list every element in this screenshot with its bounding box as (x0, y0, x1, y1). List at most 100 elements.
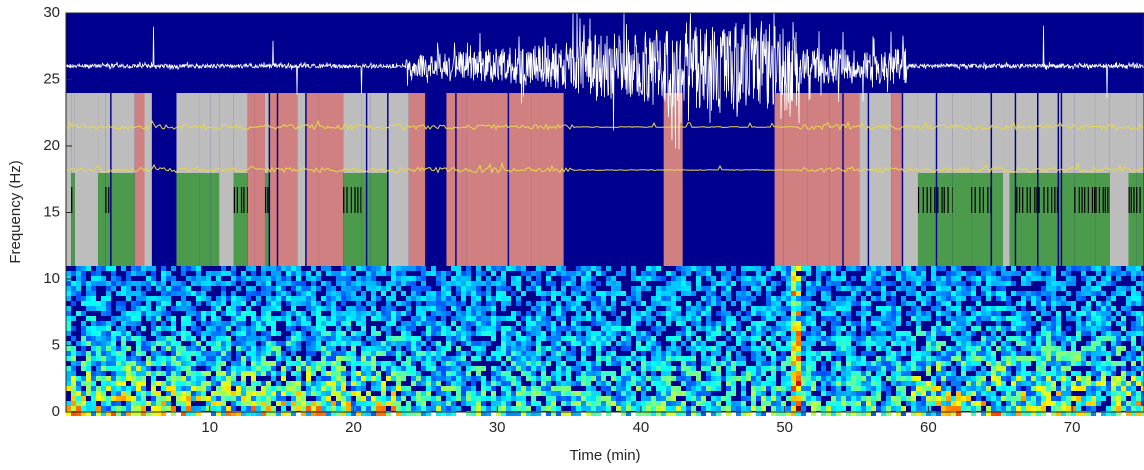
spectrogram-cell (1016, 291, 1021, 296)
spectrogram-cell (1076, 401, 1081, 406)
spectrogram-cell (911, 286, 916, 291)
spectrogram-cell (836, 286, 841, 291)
spectrogram-cell (811, 386, 816, 391)
spectrogram-cell (1041, 346, 1046, 351)
spectrogram-cell (1086, 311, 1091, 316)
spectrogram-cell (791, 386, 796, 391)
spectrogram-cell (326, 296, 331, 301)
spectrogram-cell (706, 406, 711, 411)
spectrogram-cell (341, 371, 346, 376)
spectrogram-cell (191, 281, 196, 286)
spectrogram-cell (1106, 406, 1111, 411)
spectrogram-cell (981, 291, 986, 296)
spectrogram-cell (1061, 391, 1066, 396)
spectrogram-cell (436, 376, 441, 381)
spectrogram-cell (536, 406, 541, 411)
spectrogram-cell (151, 271, 156, 276)
spectrogram-cell (136, 301, 141, 306)
spectrogram-cell (556, 356, 561, 361)
spectrogram-cell (406, 266, 411, 271)
spectrogram-cell (181, 406, 186, 411)
spectrogram-cell (311, 336, 316, 341)
spectrogram-cell (806, 376, 811, 381)
spectrogram-cell (256, 321, 261, 326)
spectrogram-cell (621, 266, 626, 271)
spectrogram-cell (791, 376, 796, 381)
spectrogram-cell (326, 391, 331, 396)
spectrogram-cell (551, 351, 556, 356)
spectrogram-cell (796, 296, 801, 301)
spectrogram-cell (291, 406, 296, 411)
spectrogram-cell (501, 326, 506, 331)
spectrogram-cell (391, 336, 396, 341)
spectrogram-cell (956, 376, 961, 381)
spectrogram-cell (566, 356, 571, 361)
spectrogram-cell (231, 381, 236, 386)
spectrogram-cell (201, 391, 206, 396)
spectrogram-cell (881, 401, 886, 406)
spectrogram-cell (826, 406, 831, 411)
spectrogram-cell (396, 336, 401, 341)
spectrogram-cell (936, 366, 941, 371)
spectrogram-cell (396, 351, 401, 356)
spectrogram-cell (191, 376, 196, 381)
spectrogram-cell (91, 341, 96, 346)
spectrogram-cell (551, 346, 556, 351)
spectrogram-cell (466, 276, 471, 281)
spectrogram-cell (576, 301, 581, 306)
spectrogram-cell (686, 316, 691, 321)
spectrogram-cell (1091, 371, 1096, 376)
spectrogram-cell (446, 291, 451, 296)
spectrogram-cell (581, 326, 586, 331)
spectrogram-cell (566, 331, 571, 336)
spectrogram-cell (376, 281, 381, 286)
spectrogram-cell (641, 276, 646, 281)
spectrogram-cell (821, 391, 826, 396)
spectrogram-cell (351, 366, 356, 371)
spectrogram-cell (981, 331, 986, 336)
spectrogram-cell (226, 356, 231, 361)
spectrogram-cell (241, 326, 246, 331)
stage-mark (108, 187, 109, 213)
spectrogram-cell (446, 386, 451, 391)
spectrogram-cell (786, 381, 791, 386)
spectrogram-cell (666, 291, 671, 296)
spectrogram-cell (771, 326, 776, 331)
spectrogram-cell (851, 286, 856, 291)
spectrogram-cell (476, 366, 481, 371)
spectrogram-cell (406, 346, 411, 351)
spectrogram-cell (641, 361, 646, 366)
spectrogram-cell (641, 406, 646, 411)
spectrogram-cell (276, 346, 281, 351)
spectrogram-cell (761, 311, 766, 316)
spectrogram-cell (1001, 361, 1006, 366)
spectrogram-cell (806, 306, 811, 311)
spectrogram-cell (726, 406, 731, 411)
spectrogram-cell (696, 391, 701, 396)
spectrogram-cell (916, 266, 921, 271)
spectrogram-cell (271, 301, 276, 306)
spectrogram-cell (696, 341, 701, 346)
spectrogram-cell (576, 406, 581, 411)
spectrogram-cell (546, 276, 551, 281)
spectrogram-cell (1091, 311, 1096, 316)
spectrogram-cell (1111, 381, 1116, 386)
spectrogram-cell (286, 266, 291, 271)
spectrogram-cell (181, 326, 186, 331)
spectrogram-cell (806, 336, 811, 341)
spectrogram-cell (186, 391, 191, 396)
spectrogram-cell (146, 391, 151, 396)
spectrogram-cell (726, 371, 731, 376)
spectrogram-cell (691, 371, 696, 376)
spectrogram-cell (466, 286, 471, 291)
spectrogram-cell (456, 366, 461, 371)
spectrogram-cell (441, 391, 446, 396)
spectrogram-cell (561, 396, 566, 401)
spectrogram-cell (691, 356, 696, 361)
spectrogram-cell (756, 266, 761, 271)
spectrogram-cell (321, 356, 326, 361)
spectrogram-cell (871, 286, 876, 291)
spectrogram-cell (116, 386, 121, 391)
spectrogram-cell (956, 301, 961, 306)
spectrogram-cell (531, 271, 536, 276)
